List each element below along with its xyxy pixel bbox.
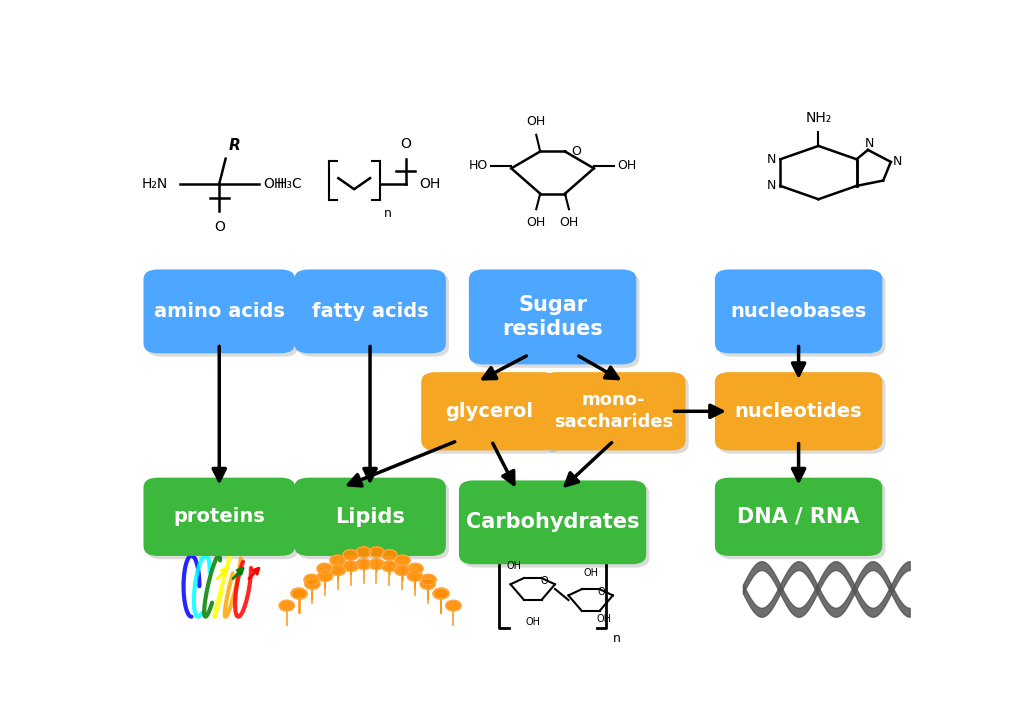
FancyBboxPatch shape [545, 376, 689, 454]
Text: OH: OH [263, 177, 285, 190]
Text: OH: OH [526, 115, 546, 128]
Circle shape [317, 563, 332, 574]
Text: N: N [892, 156, 902, 169]
Text: glycerol: glycerol [445, 402, 534, 421]
Text: R: R [228, 138, 241, 153]
Text: O: O [214, 220, 224, 234]
Text: H₂N: H₂N [141, 177, 168, 190]
Circle shape [356, 559, 371, 570]
Circle shape [356, 547, 371, 557]
Circle shape [408, 571, 423, 581]
Text: OH: OH [597, 614, 611, 624]
Text: OH: OH [526, 216, 546, 229]
Text: OH: OH [419, 177, 440, 190]
Text: HO: HO [468, 159, 487, 172]
Circle shape [291, 588, 306, 598]
FancyBboxPatch shape [143, 270, 295, 353]
FancyBboxPatch shape [542, 372, 685, 451]
Circle shape [420, 579, 435, 589]
Circle shape [292, 588, 307, 599]
FancyBboxPatch shape [718, 376, 886, 454]
Text: NH₂: NH₂ [805, 111, 831, 125]
Text: Sugar
residues: Sugar residues [502, 294, 603, 340]
Text: nucleotides: nucleotides [735, 402, 862, 421]
Text: amino acids: amino acids [154, 302, 285, 321]
Circle shape [331, 565, 345, 575]
Circle shape [330, 555, 345, 566]
Text: Lipids: Lipids [335, 507, 404, 527]
FancyBboxPatch shape [294, 270, 445, 353]
Text: O: O [571, 145, 582, 158]
Text: mono-
saccharides: mono- saccharides [554, 392, 674, 431]
Text: O: O [540, 576, 548, 586]
Circle shape [382, 561, 397, 572]
FancyBboxPatch shape [718, 481, 886, 559]
Circle shape [343, 549, 358, 560]
FancyBboxPatch shape [143, 477, 295, 556]
Circle shape [280, 601, 294, 611]
Text: nucleobases: nucleobases [730, 302, 866, 321]
Text: O: O [598, 588, 605, 597]
FancyBboxPatch shape [715, 372, 883, 451]
Circle shape [369, 547, 384, 557]
Text: fatty acids: fatty acids [311, 302, 428, 321]
FancyBboxPatch shape [718, 273, 886, 357]
Circle shape [382, 549, 397, 560]
FancyBboxPatch shape [424, 376, 560, 454]
FancyBboxPatch shape [297, 481, 449, 559]
Circle shape [343, 561, 358, 572]
FancyBboxPatch shape [146, 481, 298, 559]
Circle shape [421, 575, 436, 585]
Text: OH: OH [559, 216, 579, 229]
FancyBboxPatch shape [462, 484, 649, 567]
FancyBboxPatch shape [459, 480, 646, 565]
Text: OH: OH [507, 561, 522, 570]
FancyBboxPatch shape [715, 270, 883, 353]
Text: N: N [767, 180, 776, 193]
Circle shape [304, 575, 319, 585]
Circle shape [395, 555, 410, 566]
FancyBboxPatch shape [472, 273, 639, 368]
Circle shape [434, 588, 449, 598]
Text: N: N [865, 137, 874, 150]
Text: n: n [612, 632, 621, 645]
Circle shape [408, 563, 423, 574]
FancyBboxPatch shape [294, 477, 445, 556]
Circle shape [433, 588, 449, 599]
Text: OH: OH [617, 159, 637, 172]
Circle shape [445, 601, 461, 611]
Text: OH: OH [584, 568, 598, 578]
Text: n: n [384, 207, 392, 220]
Text: DNA / RNA: DNA / RNA [737, 507, 860, 527]
FancyBboxPatch shape [146, 273, 298, 357]
Circle shape [394, 565, 410, 575]
Circle shape [317, 571, 333, 581]
Circle shape [305, 579, 319, 589]
Text: N: N [767, 153, 776, 166]
FancyBboxPatch shape [421, 372, 557, 451]
Text: O: O [400, 138, 412, 151]
FancyBboxPatch shape [715, 477, 883, 556]
FancyBboxPatch shape [297, 273, 449, 357]
Text: H₃C: H₃C [276, 177, 303, 190]
Text: Carbohydrates: Carbohydrates [466, 513, 639, 532]
Text: proteins: proteins [173, 508, 265, 526]
Circle shape [369, 559, 384, 570]
Text: OH: OH [525, 616, 541, 627]
FancyBboxPatch shape [469, 270, 636, 364]
